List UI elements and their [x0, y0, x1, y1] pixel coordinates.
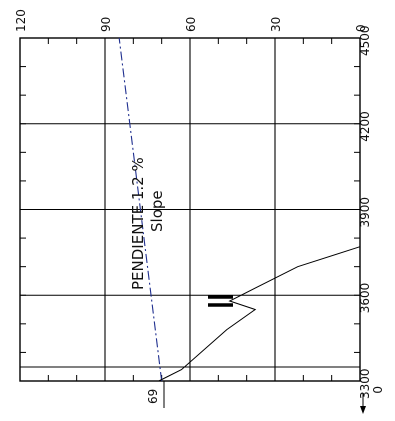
station-tick-label: 3300	[358, 368, 372, 399]
station-tick-label: 4200	[358, 111, 372, 142]
direction-arrow-head	[360, 406, 366, 414]
grid-lines	[20, 38, 360, 381]
flow-marker	[208, 295, 233, 307]
point-value-label: 69	[146, 389, 160, 404]
station-tick-labels: 3300 3600 3900 4200 4500	[358, 25, 372, 399]
station-tick-label: 3900	[358, 197, 372, 228]
elevation-tick-labels: 0 30 60 90 120	[14, 9, 368, 32]
elevation-tick-label: 90	[99, 17, 113, 32]
elevation-tick-label: 0	[354, 24, 368, 32]
elevation-tick-label: 60	[184, 17, 198, 32]
origin-note: 0	[370, 386, 384, 394]
slope-label-es: PENDIENTE 1.2 %	[129, 157, 147, 290]
station-tick-label: 3600	[358, 283, 372, 314]
tick-marks	[19, 37, 361, 382]
elevation-tick-label: 30	[269, 17, 283, 32]
station-tick-label: 4500	[358, 25, 372, 56]
terrain-profile-line	[158, 246, 361, 382]
elevation-tick-label: 120	[14, 9, 28, 32]
slope-label-en: Slope	[148, 190, 166, 232]
slope-line	[118, 37, 163, 382]
